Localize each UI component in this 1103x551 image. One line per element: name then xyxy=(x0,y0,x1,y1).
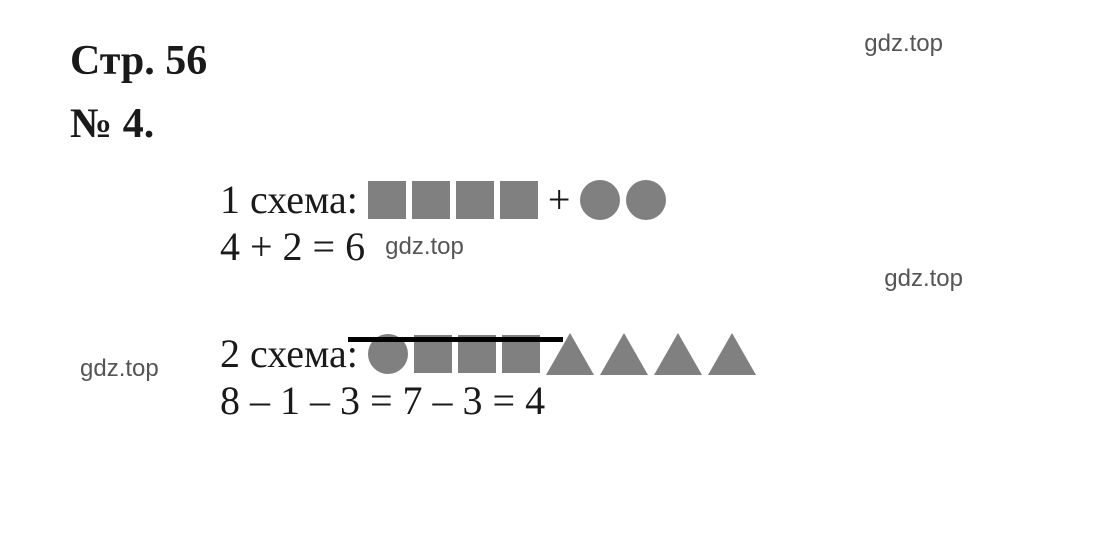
watermark-top-right: gdz.top xyxy=(864,30,943,58)
watermark-mid-left: gdz.top xyxy=(385,233,464,261)
schema-2-shapes-row: 2 схема: xyxy=(220,330,1033,377)
schema-2-shapes xyxy=(368,333,756,375)
schema-1: 1 схема: + 4 + 2 = 6 gdz.top xyxy=(70,176,1033,270)
schema-1-label: 1 схема: xyxy=(220,176,358,223)
circle-icon xyxy=(626,180,666,220)
exercise-number: № 4. xyxy=(70,93,1033,156)
square-icon xyxy=(456,181,494,219)
schema-2-equation: 8 – 1 – 3 = 7 – 3 = 4 xyxy=(220,377,545,424)
schema-2: 2 схема: 8 – 1 – 3 = 7 – 3 = 4 xyxy=(70,330,1033,424)
square-icon xyxy=(500,181,538,219)
schema-2-equation-row: 8 – 1 – 3 = 7 – 3 = 4 xyxy=(220,377,1033,424)
schema-1-equation: 4 + 2 = 6 xyxy=(220,223,365,270)
triangle-icon xyxy=(708,333,756,375)
strikethrough-line xyxy=(348,337,563,342)
schema-1-shapes-row: 1 схема: + xyxy=(220,176,1033,223)
watermark-mid-right: gdz.top xyxy=(884,265,963,293)
circle-icon xyxy=(580,180,620,220)
schema-1-equation-row: 4 + 2 = 6 gdz.top xyxy=(220,223,1033,270)
square-icon xyxy=(368,181,406,219)
triangle-icon xyxy=(600,333,648,375)
schema-2-label: 2 схема: xyxy=(220,330,358,377)
plus-operator: + xyxy=(548,176,571,223)
square-icon xyxy=(412,181,450,219)
triangle-icon xyxy=(654,333,702,375)
